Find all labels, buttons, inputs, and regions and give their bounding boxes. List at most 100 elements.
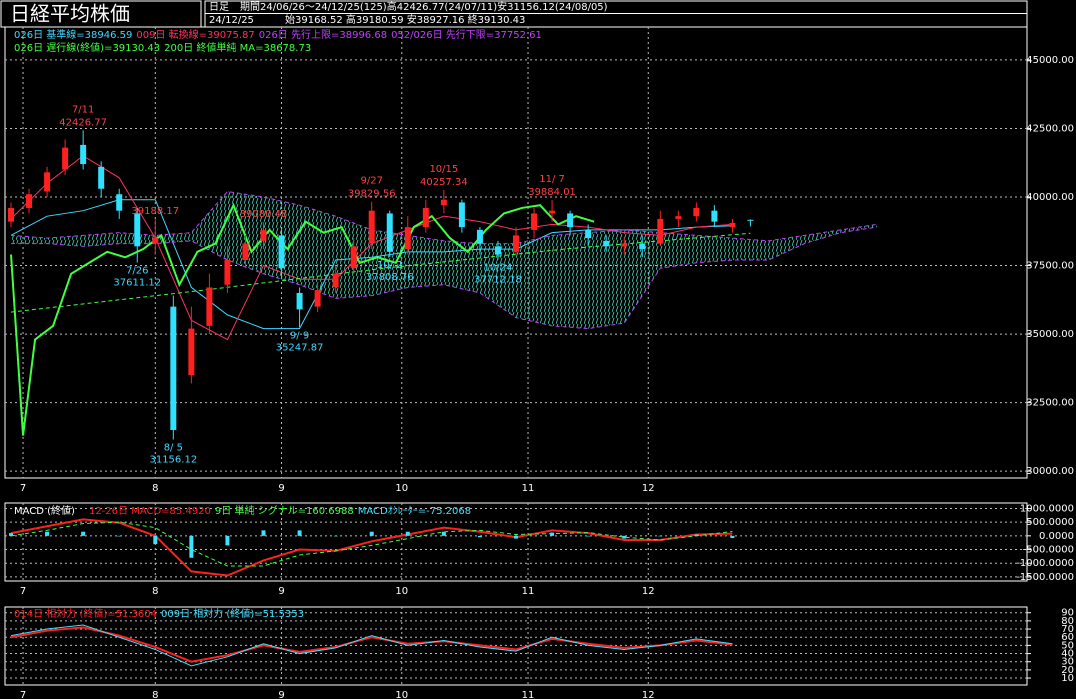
candle-body bbox=[296, 292, 303, 310]
oscillator-bar bbox=[586, 535, 591, 537]
annotation-date: 9/ 9 bbox=[290, 330, 309, 341]
panel-frame bbox=[4, 606, 1028, 686]
candle-body bbox=[152, 238, 159, 244]
annotation-value: 39884.01 bbox=[528, 187, 576, 198]
candle-body bbox=[386, 213, 393, 252]
x-tick-label: 12 bbox=[642, 690, 655, 699]
oscillator-bar bbox=[514, 535, 518, 539]
oscillator-bar bbox=[153, 535, 158, 545]
y-tick-label: 60 bbox=[1061, 632, 1074, 643]
y-tick-label: 90 bbox=[1061, 608, 1074, 619]
candle-body bbox=[314, 290, 321, 307]
cloud bbox=[11, 191, 877, 329]
legend-entry: 009日 転換線=39075.87 bbox=[136, 28, 254, 41]
candle-body bbox=[278, 235, 285, 269]
panel-frame bbox=[4, 502, 1028, 582]
oscillator-bar bbox=[261, 530, 266, 536]
candle-body bbox=[134, 213, 141, 247]
y-tick-label: 80 bbox=[1061, 616, 1074, 627]
oscillator-bar bbox=[81, 531, 86, 536]
candle-body bbox=[585, 229, 592, 239]
candle-body bbox=[404, 227, 411, 250]
x-tick-label: 9 bbox=[278, 586, 284, 597]
annotation-date: 10/15 bbox=[429, 164, 458, 175]
y-tick-label: 45000.00 bbox=[1026, 55, 1074, 66]
candle-body bbox=[711, 210, 718, 222]
oscillator-bar bbox=[189, 535, 194, 558]
oscillator-bar bbox=[117, 535, 122, 537]
candle-body bbox=[657, 218, 664, 244]
candle-body bbox=[747, 219, 754, 221]
candle-body bbox=[26, 194, 33, 208]
y-tick-label: 50 bbox=[1061, 640, 1074, 651]
annotation-date: 7/11 bbox=[72, 104, 94, 115]
date: 24/12/25 bbox=[209, 15, 254, 26]
x-tick-label: 8 bbox=[152, 586, 158, 597]
candle-body bbox=[98, 166, 105, 189]
y-tick-label: 40 bbox=[1061, 649, 1074, 660]
y-tick-label: 30000.00 bbox=[1026, 466, 1074, 477]
candle-body bbox=[494, 246, 501, 255]
oscillator-bar bbox=[694, 534, 699, 536]
candle-body bbox=[8, 207, 15, 222]
plot-area bbox=[8, 130, 877, 440]
x-tick-label: 11 bbox=[522, 690, 535, 699]
y-tick-label: 1000.0000 bbox=[1020, 503, 1074, 514]
oscillator-bar bbox=[477, 535, 482, 538]
candle-body bbox=[603, 240, 610, 247]
panel-title: MACD (終値) bbox=[14, 504, 75, 517]
legend-entry: 026日 先行上限=38996.68 bbox=[259, 28, 387, 41]
oscillator-bar bbox=[297, 530, 302, 536]
candle-body bbox=[729, 223, 736, 228]
candle-body bbox=[368, 210, 375, 244]
candle-body bbox=[422, 207, 429, 228]
x-tick-label: 11 bbox=[522, 483, 535, 494]
legend-entry: 052/026日 先行下限=37752.61 bbox=[391, 28, 542, 41]
x-tick-label: 11 bbox=[522, 586, 535, 597]
oscillator-bar bbox=[441, 531, 446, 536]
annotation-date: 10/ 2 bbox=[377, 260, 403, 271]
x-tick-label: 12 bbox=[642, 586, 655, 597]
candle-body bbox=[80, 144, 87, 165]
candle-body bbox=[567, 213, 574, 228]
chart-title: 日経平均株価 bbox=[10, 2, 130, 26]
x-tick-label: 8 bbox=[152, 483, 158, 494]
panel: 1000.0000 500.0000 0.0000 -500.0000 -1000.00… bbox=[4, 502, 1074, 597]
annotation-date: 10/24 bbox=[484, 263, 513, 274]
annotation-value: 37808.76 bbox=[366, 272, 414, 283]
series-line bbox=[10, 521, 733, 567]
candle-body bbox=[170, 306, 177, 431]
x-tick-label: 8 bbox=[152, 690, 158, 699]
series-line bbox=[10, 626, 733, 663]
series-line bbox=[10, 518, 733, 577]
ohlc: 始39168.52 高39180.59 安38927.16 終39130.43 bbox=[285, 13, 525, 26]
annotation-value: 42426.77 bbox=[59, 117, 107, 128]
x-tick-label: 9 bbox=[278, 483, 284, 494]
x-tick-label: 10 bbox=[395, 483, 408, 494]
y-tick-label: 500.0000 bbox=[1026, 517, 1074, 528]
x-tick-label: 9 bbox=[278, 690, 284, 699]
annotation-value: 39829.56 bbox=[348, 189, 396, 200]
oscillator-bar bbox=[9, 533, 14, 536]
candle-body bbox=[332, 273, 339, 288]
candle-body bbox=[440, 199, 447, 206]
x-tick-label: 7 bbox=[20, 483, 26, 494]
y-tick-label: -1000.0000 bbox=[1016, 558, 1074, 569]
x-tick-label: 12 bbox=[642, 483, 655, 494]
y-tick-label: 0.0000 bbox=[1039, 531, 1074, 542]
legend-entry: 9日 単純 シグナル=160.6988 bbox=[215, 504, 354, 517]
candle-body bbox=[476, 229, 483, 244]
series-line bbox=[10, 199, 733, 330]
annotation-date: 11/ 7 bbox=[539, 174, 565, 185]
candle-body bbox=[62, 147, 69, 170]
series-line bbox=[10, 624, 733, 667]
annotation-value: 40257.34 bbox=[420, 177, 468, 188]
candle-body bbox=[458, 202, 465, 228]
candle-body bbox=[549, 210, 556, 214]
annotation-date: 9/27 bbox=[360, 176, 382, 187]
oscillator-bar bbox=[225, 535, 230, 546]
y-tick-label: 30 bbox=[1061, 657, 1074, 668]
candle-body bbox=[639, 243, 646, 250]
